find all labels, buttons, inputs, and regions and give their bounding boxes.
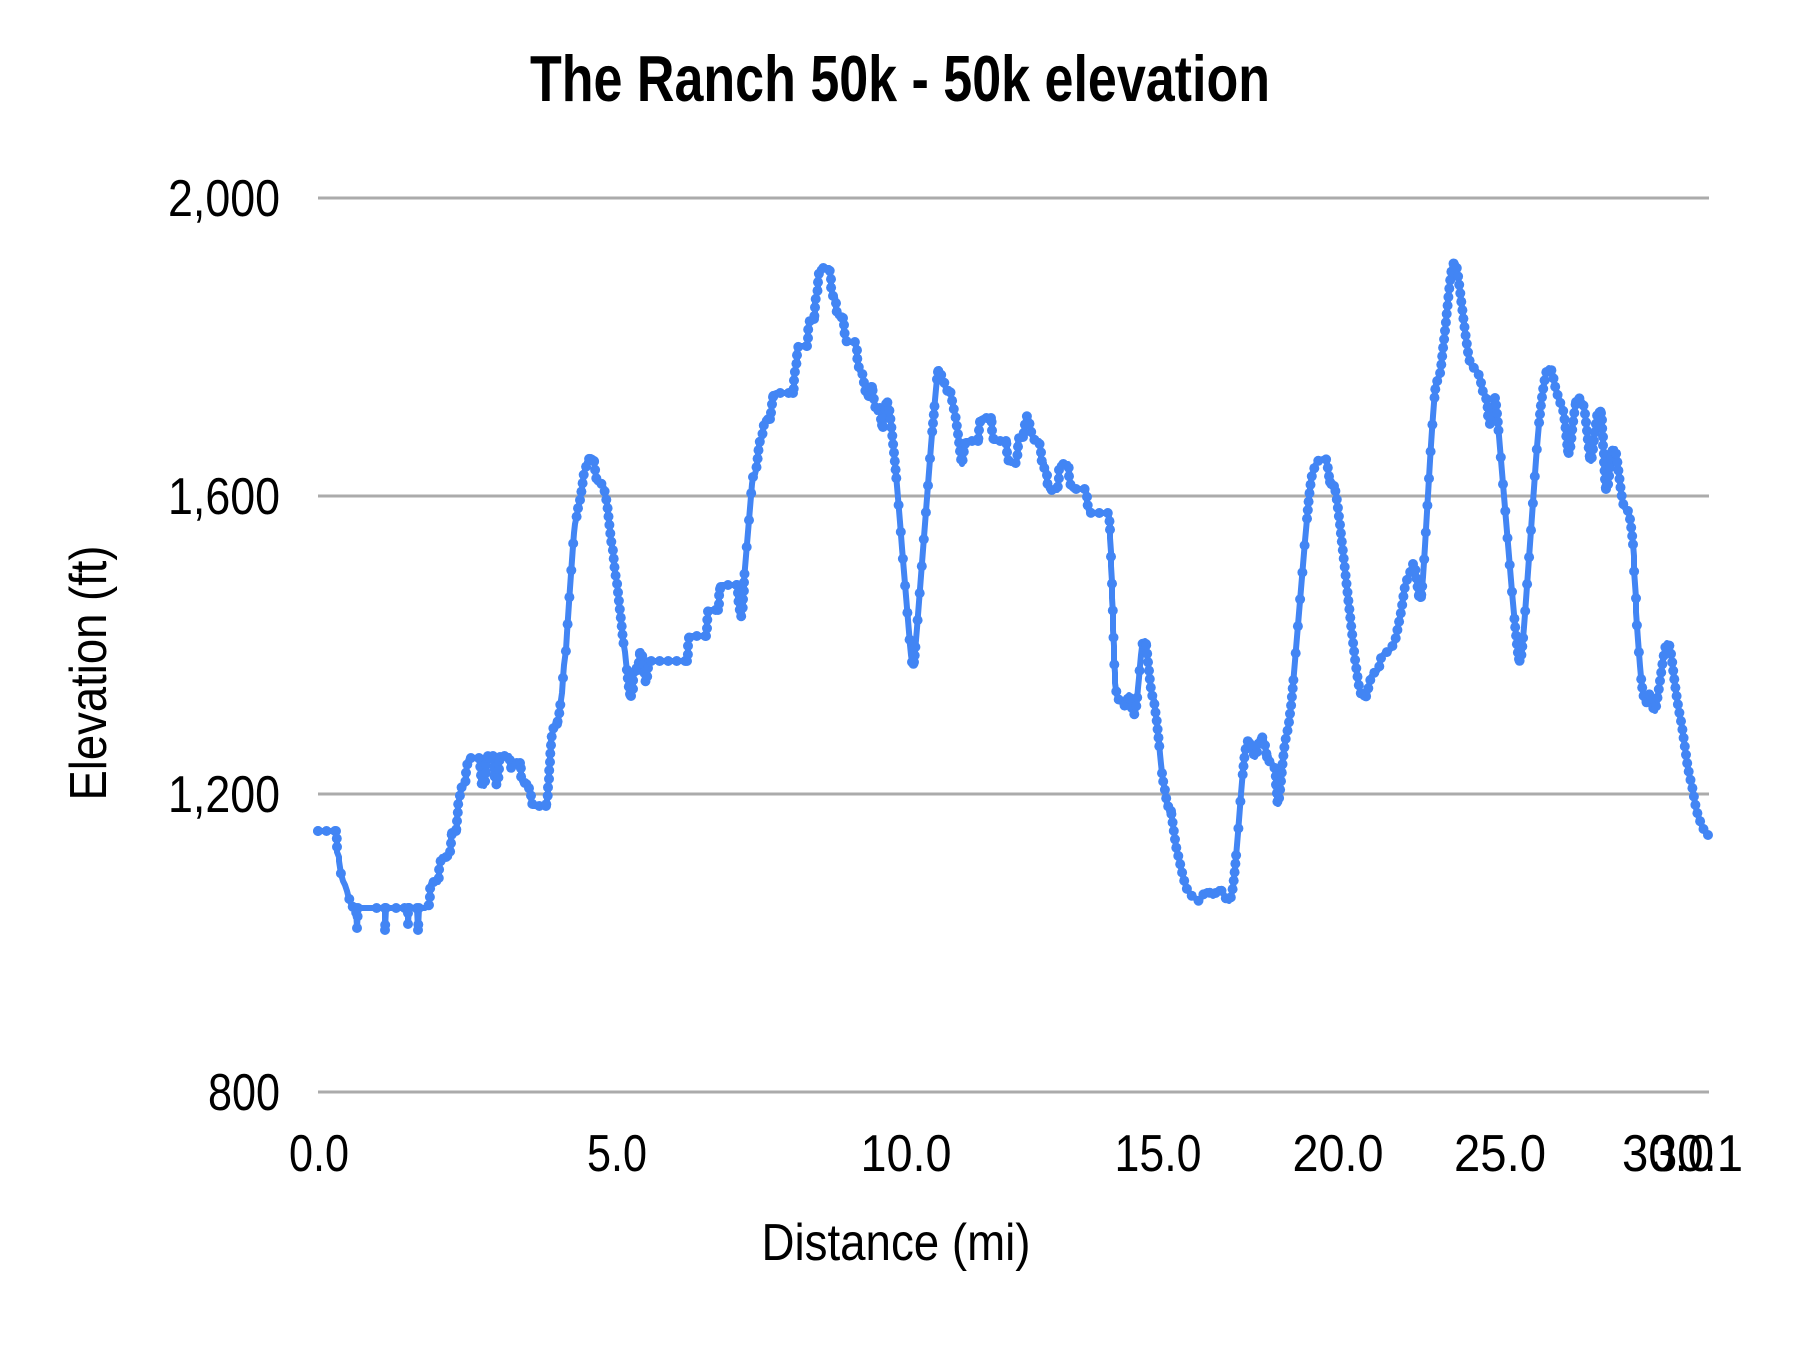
- svg-text:800: 800: [208, 1064, 280, 1122]
- svg-text:15.0: 15.0: [1115, 1125, 1202, 1183]
- svg-text:5.0: 5.0: [587, 1125, 647, 1183]
- svg-text:2,000: 2,000: [168, 170, 280, 228]
- svg-text:20.0: 20.0: [1293, 1125, 1384, 1183]
- svg-text:10.0: 10.0: [861, 1125, 952, 1183]
- svg-text:30.1: 30.1: [1651, 1125, 1743, 1183]
- svg-text:1,200: 1,200: [168, 766, 280, 824]
- svg-text:0.0: 0.0: [289, 1125, 349, 1183]
- svg-text:25.0: 25.0: [1454, 1125, 1546, 1183]
- svg-text:30.0: 30.0: [1622, 1125, 1714, 1183]
- svg-text:Distance (mi): Distance (mi): [762, 1214, 1031, 1272]
- svg-text:The Ranch 50k - 50k elevation: The Ranch 50k - 50k elevation: [530, 42, 1270, 115]
- svg-text:1,600: 1,600: [168, 468, 280, 526]
- svg-text:Elevation (ft): Elevation (ft): [60, 546, 118, 801]
